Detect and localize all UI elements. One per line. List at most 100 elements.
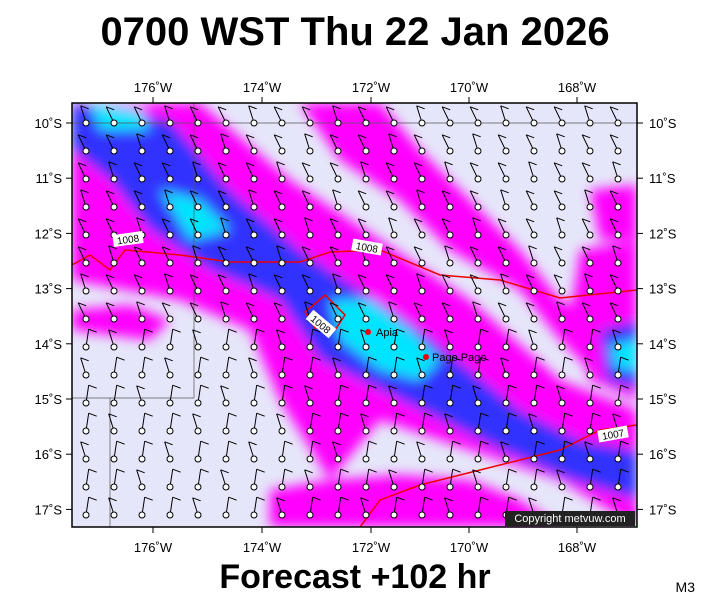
station: [250, 483, 258, 491]
barb-flag: [108, 245, 117, 250]
station: [222, 371, 230, 379]
station: [418, 203, 426, 211]
station: [278, 287, 286, 295]
station: [586, 343, 594, 351]
barb-flag: [480, 356, 489, 361]
station: [306, 119, 314, 127]
barb-flag: [469, 190, 479, 195]
station: [614, 371, 622, 379]
station: [334, 399, 342, 407]
station: [222, 455, 230, 463]
station: [558, 203, 566, 211]
barb-flag: [441, 218, 451, 223]
longitude-label: 168˚W: [558, 540, 597, 555]
barb-flag: [556, 301, 565, 306]
station: [418, 427, 426, 435]
barb-flag: [245, 302, 255, 307]
barb-flag: [368, 440, 377, 445]
barb-flag: [508, 468, 517, 473]
station: [278, 259, 286, 267]
longitude-label: 176˚W: [134, 540, 173, 555]
barb-flag: [592, 468, 601, 473]
station: [222, 147, 230, 155]
station: [418, 511, 426, 519]
station: [586, 175, 594, 183]
station: [306, 175, 314, 183]
station: [390, 287, 398, 295]
barb-flag: [248, 189, 257, 194]
station: [82, 399, 90, 407]
barb-flag: [161, 302, 171, 307]
barb-flag: [77, 218, 87, 223]
barb-flag: [360, 497, 369, 502]
station: [222, 231, 230, 239]
station: [474, 343, 482, 351]
station: [558, 175, 566, 183]
barb-flag: [172, 496, 181, 501]
barb-flag: [248, 441, 257, 446]
wind-barbs: [77, 105, 629, 519]
station: [334, 511, 342, 519]
station: [530, 147, 538, 155]
barb-flag: [164, 189, 173, 194]
station: [474, 511, 482, 519]
station: [446, 119, 454, 127]
barb-flag: [357, 106, 367, 111]
axes: 176˚W 176˚W 174˚W 174˚W 172˚W 172˚W 170˚W 170˚W…: [35, 80, 677, 555]
barb-flag: [108, 161, 117, 166]
station: [82, 511, 90, 519]
barb-flag: [452, 384, 461, 389]
station: [446, 287, 454, 295]
barb-flag: [609, 134, 619, 139]
station: [530, 231, 538, 239]
barb-flag: [172, 412, 181, 417]
station: [418, 175, 426, 183]
barb-flag: [469, 162, 479, 167]
barb-flag: [164, 357, 173, 362]
barb-flag: [469, 246, 479, 251]
latitude-label: 11˚S: [649, 171, 676, 186]
barb-flag: [329, 246, 339, 251]
latitude-label: 10˚S: [35, 116, 63, 131]
station: [446, 371, 454, 379]
barb-flag: [469, 106, 479, 111]
station: [222, 427, 230, 435]
barb-flag: [256, 328, 265, 333]
barb-flag: [105, 134, 115, 139]
barb-flag: [256, 468, 265, 473]
station: [334, 119, 342, 127]
barb-flag: [413, 302, 423, 307]
barb-flag: [472, 217, 481, 222]
latitude-label: 17˚S: [35, 502, 63, 517]
barb-flag: [620, 440, 629, 445]
station: [390, 511, 398, 519]
station: [362, 231, 370, 239]
barb-flag: [200, 468, 209, 473]
station: [222, 343, 230, 351]
latitude-label: 10˚S: [649, 116, 677, 131]
station: [334, 203, 342, 211]
station: [222, 203, 230, 211]
barb-flag: [189, 106, 199, 111]
station: [222, 483, 230, 491]
barb-flag: [189, 302, 199, 307]
station: [390, 203, 398, 211]
station: [138, 455, 146, 463]
barb-flag: [388, 133, 397, 138]
station: [502, 399, 510, 407]
station: [446, 483, 454, 491]
barb-flag: [312, 356, 321, 361]
barb-flag: [553, 246, 563, 251]
latitude-label: 16˚S: [649, 447, 677, 462]
station: [446, 231, 454, 239]
station: [334, 315, 342, 323]
barb-flag: [357, 218, 367, 223]
barb-flag: [472, 133, 481, 138]
station: [278, 511, 286, 519]
barb-flag: [304, 217, 313, 222]
station: [446, 399, 454, 407]
barb-flag: [609, 302, 619, 307]
station: [586, 259, 594, 267]
station: [278, 455, 286, 463]
station: [110, 175, 118, 183]
